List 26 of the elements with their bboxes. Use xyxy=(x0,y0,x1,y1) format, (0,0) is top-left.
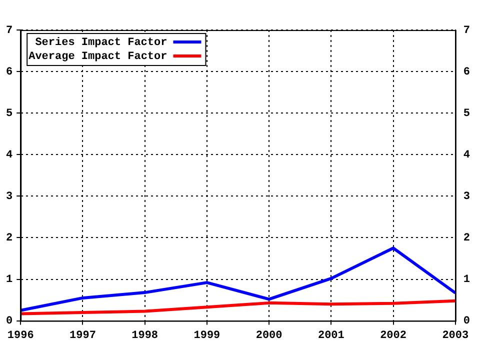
y-tick-label: 7 xyxy=(6,24,13,37)
x-tick-label: 1998 xyxy=(132,330,158,342)
x-tick-label: 1996 xyxy=(7,330,34,342)
y-tick-label: 0 xyxy=(6,316,13,328)
y-tick-label: 1 xyxy=(6,274,13,286)
x-tick-label: 1997 xyxy=(70,330,96,342)
y2-tick-label: 1 xyxy=(463,274,470,286)
legend-label: Average Impact Factor xyxy=(28,50,168,63)
y-tick-label: 5 xyxy=(6,108,13,120)
x-tick-label: 2001 xyxy=(318,330,345,342)
x-tick-label: 2000 xyxy=(256,330,282,342)
y-tick-label: 6 xyxy=(6,66,13,78)
y-tick-label: 3 xyxy=(6,190,13,203)
x-tick-label: 2003 xyxy=(442,330,469,342)
x-tick-label: 2002 xyxy=(380,330,406,342)
y-tick-label: 4 xyxy=(6,149,13,162)
y2-tick-label: 7 xyxy=(463,24,470,37)
y2-tick-label: 6 xyxy=(463,66,470,78)
legend-label: Series Impact Factor xyxy=(35,36,168,49)
x-tick-label: 1999 xyxy=(194,330,220,342)
y-tick-label: 2 xyxy=(6,232,13,244)
y2-tick-label: 5 xyxy=(463,108,470,120)
y2-tick-label: 2 xyxy=(463,232,470,244)
y2-tick-label: 4 xyxy=(463,149,470,162)
y2-tick-label: 3 xyxy=(463,190,470,203)
y2-tick-label: 0 xyxy=(463,316,470,328)
